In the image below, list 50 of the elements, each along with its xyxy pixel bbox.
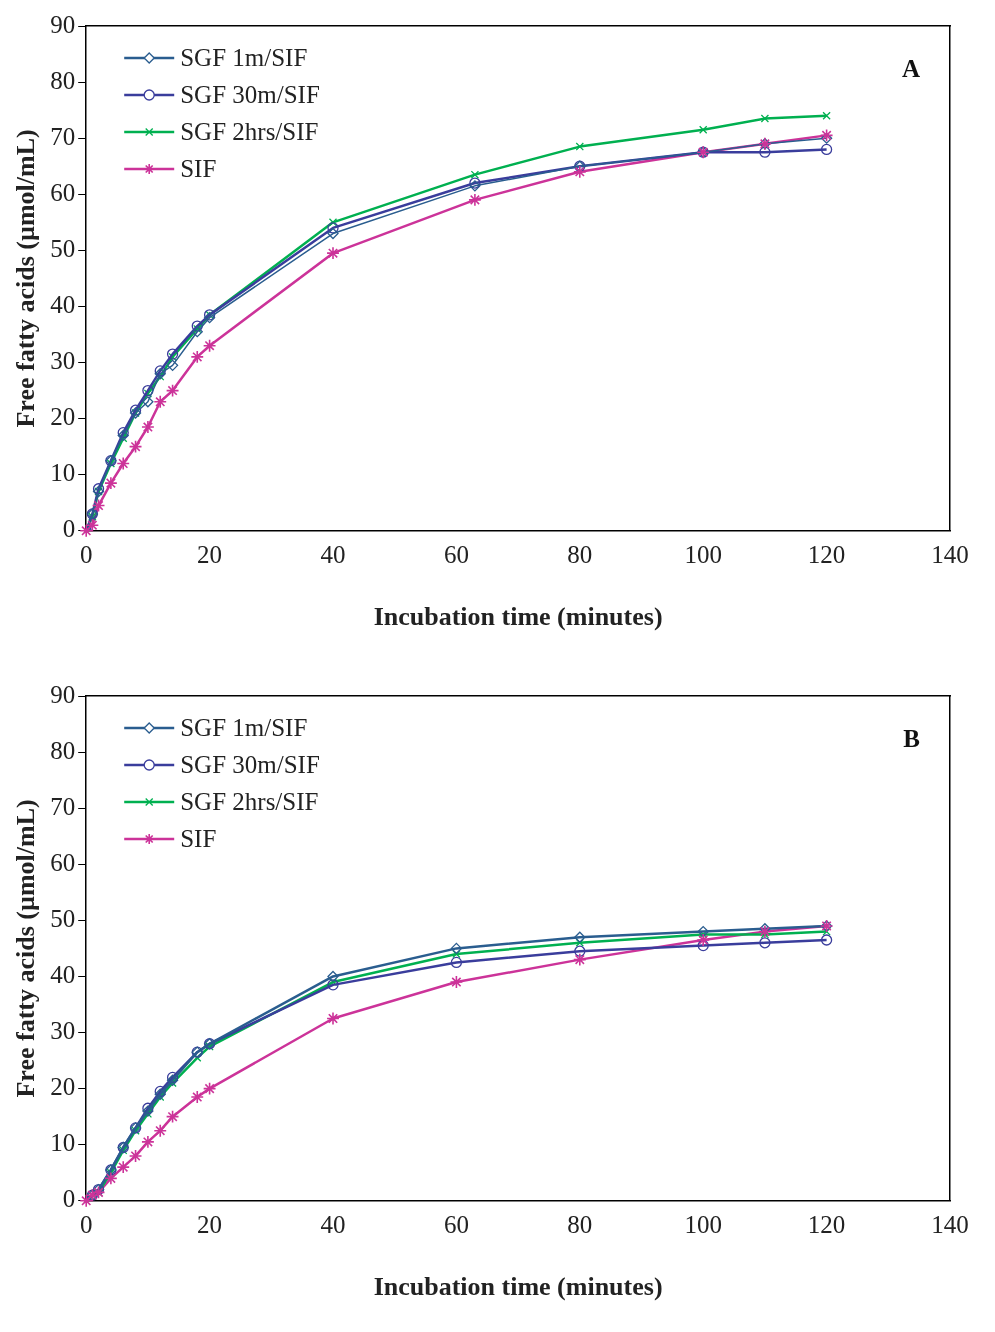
legend-label: SGF 30m/SIF <box>180 80 320 108</box>
y-tick-label: 20 <box>50 1073 76 1101</box>
legend-label: SIF <box>180 154 217 182</box>
x-tick-label: 140 <box>931 1211 969 1239</box>
y-tick-label: 40 <box>50 291 76 319</box>
y-tick-label: 50 <box>50 234 76 262</box>
y-tick-label: 60 <box>50 178 76 206</box>
x-tick-label: 20 <box>197 541 223 569</box>
annotation: B <box>903 725 920 753</box>
x-tick-label: 100 <box>684 1211 722 1239</box>
x-tick-label: 40 <box>320 541 346 569</box>
legend-label: SGF 1m/SIF <box>180 43 308 71</box>
legend-label: SIF <box>180 824 217 852</box>
y-tick-label: 10 <box>50 459 76 487</box>
y-tick-label: 50 <box>50 904 76 932</box>
legend-label: SGF 30m/SIF <box>180 750 320 778</box>
legend-label: SGF 2hrs/SIF <box>180 787 319 815</box>
x-tick-label: 80 <box>567 541 593 569</box>
y-axis-title: Free fatty acids (µmol/mL) <box>11 799 41 1098</box>
y-tick-label: 90 <box>50 10 76 38</box>
y-tick-label: 20 <box>50 403 76 431</box>
x-tick-label: 0 <box>79 1211 93 1239</box>
y-tick-label: 70 <box>50 792 76 820</box>
annotation: A <box>901 55 920 83</box>
x-tick-label: 80 <box>567 1211 593 1239</box>
x-axis-title: Incubation time (minutes) <box>373 1272 663 1302</box>
x-tick-label: 100 <box>684 541 722 569</box>
x-tick-label: 20 <box>197 1211 223 1239</box>
x-tick-label: 60 <box>443 1211 469 1239</box>
y-tick-label: 0 <box>62 1185 76 1213</box>
x-tick-label: 40 <box>320 1211 346 1239</box>
legend-label: SGF 2hrs/SIF <box>180 117 319 145</box>
y-tick-label: 30 <box>50 347 76 375</box>
y-tick-label: 80 <box>50 736 76 764</box>
x-tick-label: 120 <box>807 1211 846 1239</box>
y-axis-title: Free fatty acids (µmol/mL) <box>11 129 41 428</box>
y-tick-label: 0 <box>62 515 76 543</box>
x-tick-label: 0 <box>79 541 93 569</box>
y-tick-label: 60 <box>50 848 76 876</box>
y-tick-label: 80 <box>50 66 76 94</box>
x-tick-label: 120 <box>807 541 846 569</box>
y-tick-label: 40 <box>50 961 76 989</box>
x-tick-label: 60 <box>443 541 469 569</box>
x-axis-title: Incubation time (minutes) <box>373 602 663 632</box>
legend-label: SGF 1m/SIF <box>180 713 308 741</box>
x-tick-label: 140 <box>931 541 969 569</box>
y-tick-label: 90 <box>50 680 76 708</box>
y-tick-label: 30 <box>50 1017 76 1045</box>
y-tick-label: 10 <box>50 1129 76 1157</box>
y-tick-label: 70 <box>50 122 76 150</box>
